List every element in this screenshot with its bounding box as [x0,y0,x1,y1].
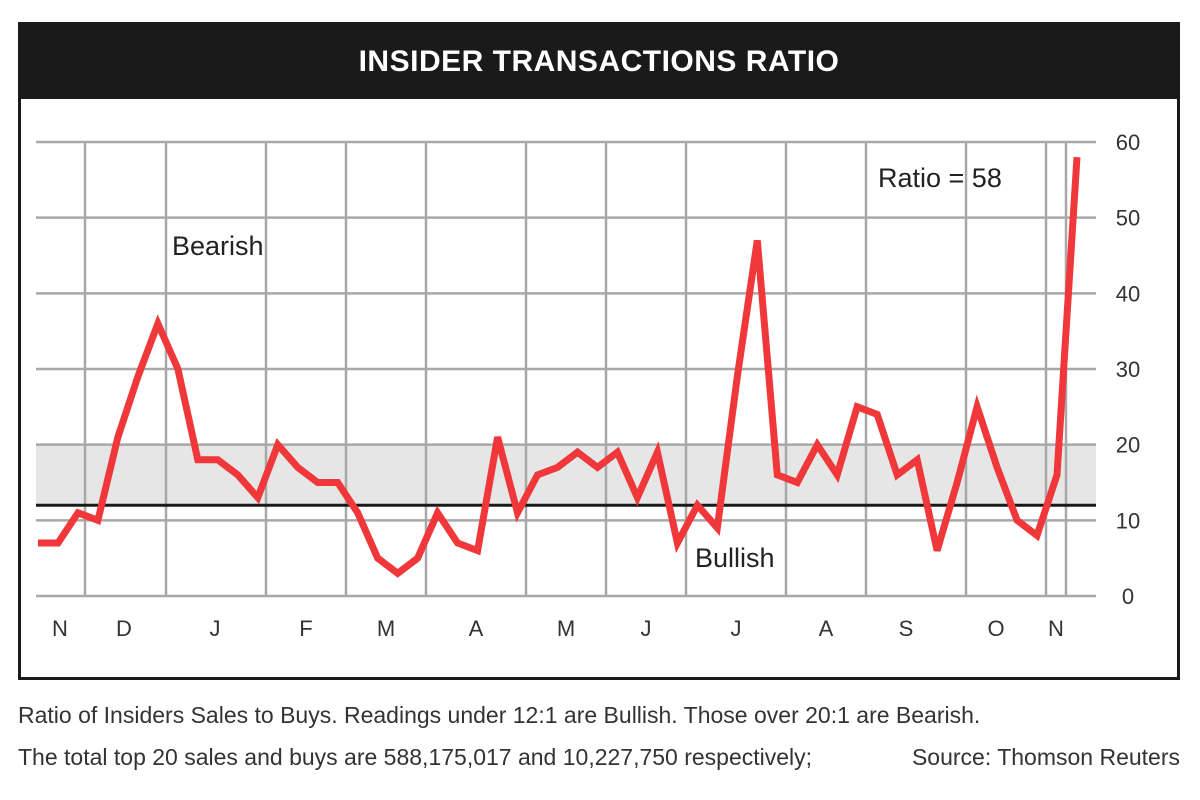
x-tick-label: M [557,616,575,641]
source-credit: Source: Thomson Reuters [911,744,1180,770]
chart-frame: INSIDER TRANSACTIONS RATIO [18,22,1180,680]
x-tick-label: F [299,616,312,641]
y-tick-label: 50 [1116,206,1140,231]
footnote-line-1: Ratio of Insiders Sales to Buys. Reading… [18,702,981,728]
x-tick-label: S [899,616,914,641]
x-tick-label: J [641,616,652,641]
x-tick-label: D [116,616,132,641]
bullish-annotation: Bullish [695,543,775,573]
x-tick-label: J [210,616,221,641]
ratio-annotation: Ratio = 58 [878,163,1002,193]
x-tick-label: A [469,616,484,641]
x-tick-label: O [987,616,1004,641]
y-tick-label: 0 [1122,584,1134,609]
x-tick-label: N [52,616,68,641]
ratio-line [38,156,1081,578]
bearish-annotation: Bearish [172,231,264,261]
footnote-line-2: The total top 20 sales and buys are 588,… [18,744,813,770]
y-tick-label: 30 [1116,357,1140,382]
x-tick-label: A [819,616,834,641]
x-tick-label: M [377,616,395,641]
y-tick-label: 40 [1116,281,1140,306]
chart-title: INSIDER TRANSACTIONS RATIO [21,25,1177,99]
y-tick-label: 20 [1116,433,1140,458]
y-tick-label: 10 [1116,508,1140,533]
y-tick-label: 60 [1116,130,1140,155]
x-tick-label: N [1048,616,1064,641]
x-tick-label: J [731,616,742,641]
